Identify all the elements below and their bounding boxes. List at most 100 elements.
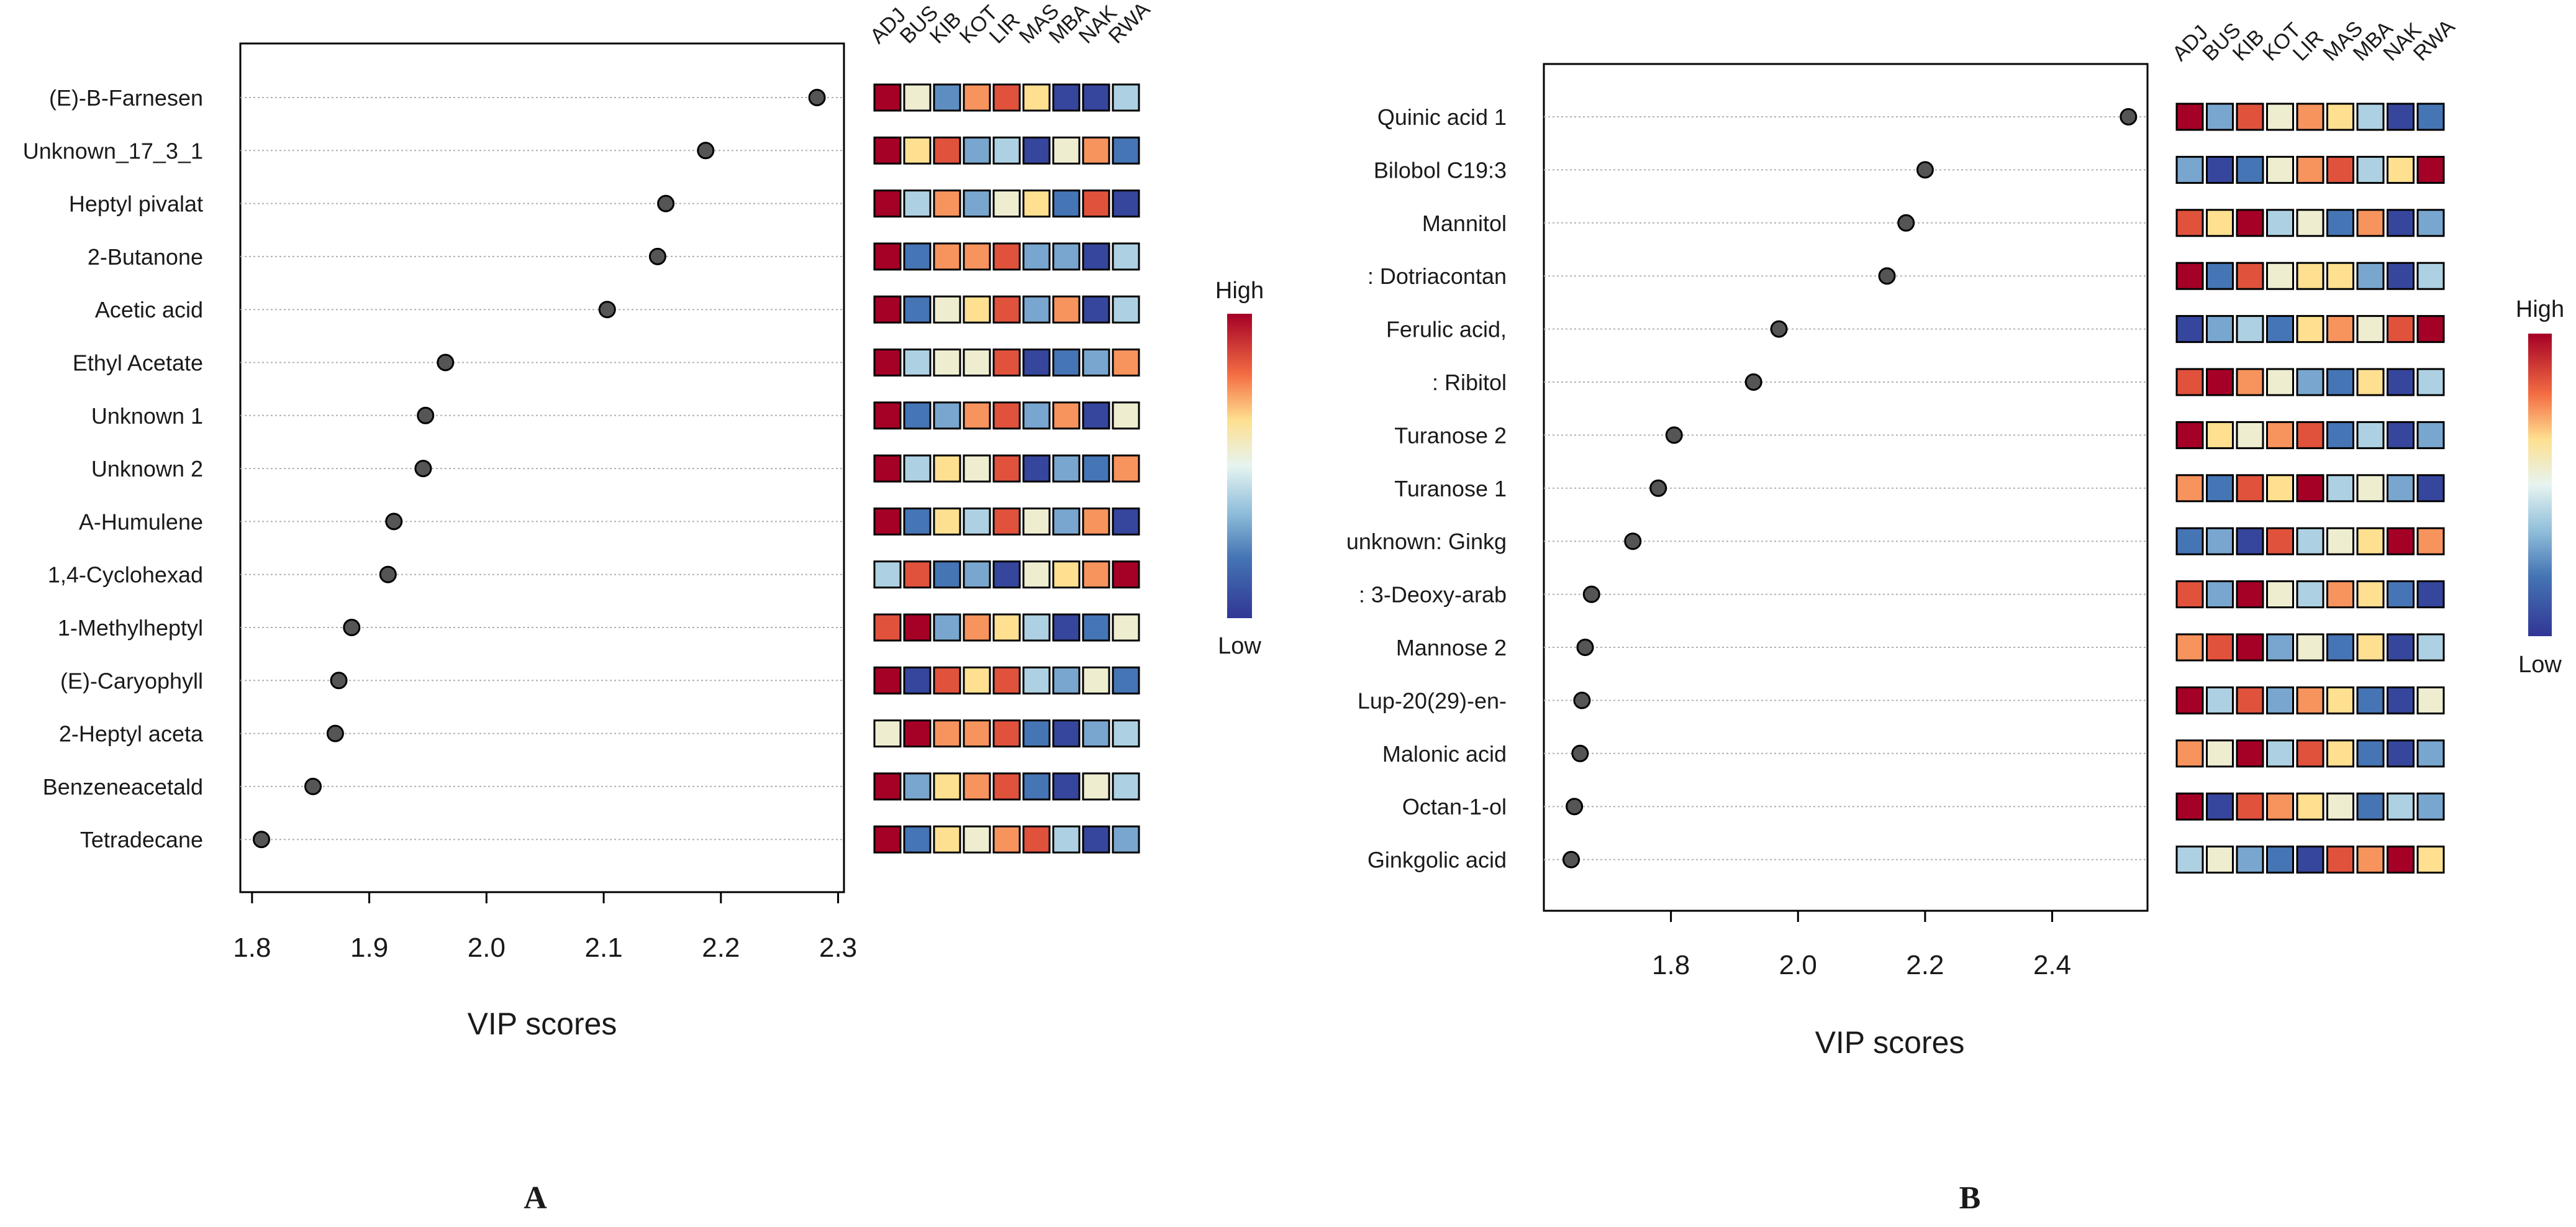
heatmap-cell [1112, 719, 1140, 748]
vip-point [1916, 161, 1934, 179]
panel-a: 1.8 1.9 2.0 2.1 2.2 2.3 (E)-B-Farnesen Unknown… [23, 0, 1264, 1216]
panel-b-points [1562, 108, 2138, 869]
heatmap-cell [1082, 560, 1110, 589]
heatmap-cell [2236, 686, 2264, 714]
heatmap-cell [2387, 209, 2415, 237]
heatmap-cell [2387, 421, 2415, 449]
heatmap-cell [992, 349, 1021, 376]
category-label: Ginkgolic acid [1367, 847, 1507, 873]
heatmap-cell [2356, 474, 2385, 503]
heatmap-cell [2206, 686, 2234, 714]
panel-b-legend-low: Low [2518, 652, 2562, 678]
heatmap-cell [873, 507, 902, 536]
heatmap-cell [992, 295, 1021, 324]
heatmap-cell [963, 136, 991, 165]
heatmap-cell [963, 295, 991, 324]
category-label: 1-Methylheptyl [58, 615, 203, 641]
x-tick-label: 2.4 [2033, 950, 2071, 980]
heatmap-cell [2387, 580, 2415, 609]
heatmap-cell [933, 136, 961, 165]
heatmap-cell [1022, 349, 1051, 376]
heatmap-cell [2266, 580, 2294, 609]
heatmap-column-label: RWA [1104, 0, 1155, 48]
heatmap-cell [2296, 368, 2324, 396]
panel-b-heatmap [2175, 103, 2445, 874]
heatmap-cell [2416, 209, 2445, 237]
heatmap-cell [873, 666, 902, 695]
category-label: Ethyl Acetate [73, 350, 203, 376]
heatmap-cell [2296, 155, 2324, 184]
heatmap-cell [903, 136, 932, 165]
heatmap-cell [933, 825, 961, 854]
category-label: Mannose 2 [1396, 635, 1507, 660]
heatmap-cell [903, 772, 932, 801]
heatmap-cell [2326, 103, 2354, 131]
heatmap-cell [873, 560, 902, 589]
heatmap-cell [2206, 421, 2234, 449]
heatmap-cell [1082, 136, 1110, 165]
heatmap-cell [2236, 315, 2264, 344]
heatmap-cell [1112, 772, 1140, 801]
heatmap-cell [963, 772, 991, 801]
heatmap-cell [1052, 560, 1081, 589]
heatmap-cell [1052, 507, 1081, 536]
vip-point [1897, 214, 1915, 232]
panel-b-xlabel: VIP scores [1815, 1025, 1965, 1060]
heatmap-cell [2266, 368, 2294, 396]
panel-b-x-axis: 1.8 2.0 2.2 2.4 [1652, 911, 2071, 980]
heatmap-cell [2416, 580, 2445, 609]
heatmap-cell [873, 189, 902, 218]
heatmap-cell [933, 401, 961, 430]
panel-b: 1.8 2.0 2.2 2.4 Quinic acid 1 Bilobol C19:3 M… [1346, 15, 2564, 1216]
heatmap-cell [1052, 349, 1081, 376]
heatmap-cell [2206, 209, 2234, 237]
heatmap-cell [2356, 686, 2385, 714]
heatmap-cell [1022, 507, 1051, 536]
heatmap-cell [1112, 825, 1140, 854]
vip-point [343, 619, 361, 636]
heatmap-cell [2175, 792, 2204, 821]
category-label: Benzeneacetald [43, 774, 203, 800]
category-label: Octan-1-ol [1402, 794, 1507, 819]
heatmap-cell [2326, 792, 2354, 821]
heatmap-cell [2266, 846, 2294, 874]
heatmap-cell [2326, 155, 2354, 184]
heatmap-cell [2326, 262, 2354, 290]
heatmap-cell [2356, 209, 2385, 237]
heatmap-cell [2356, 846, 2385, 874]
heatmap-cell [903, 83, 932, 112]
heatmap-cell [1052, 666, 1081, 695]
heatmap-cell [903, 189, 932, 218]
heatmap-cell [2387, 527, 2415, 555]
category-label: Unknown_17_3_1 [23, 138, 203, 163]
heatmap-cell [992, 772, 1021, 801]
vip-point [1562, 851, 1580, 869]
heatmap-cell [933, 772, 961, 801]
vip-point [1573, 691, 1591, 709]
x-tick-label: 2.3 [819, 933, 857, 963]
panel-a-plot-frame [239, 42, 845, 893]
panel-a-points [252, 89, 826, 849]
heatmap-cell [963, 613, 991, 642]
heatmap-cell [2175, 155, 2204, 184]
category-label: Bilobol C19:3 [1374, 157, 1507, 183]
heatmap-cell [873, 83, 902, 112]
heatmap-cell [2326, 474, 2354, 503]
heatmap-cell [963, 189, 991, 218]
heatmap-cell [963, 349, 991, 376]
heatmap-cell [2206, 368, 2234, 396]
heatmap-cell [963, 242, 991, 271]
heatmap-cell [1052, 295, 1081, 324]
vip-point [1624, 532, 1642, 550]
heatmap-cell [2296, 686, 2324, 714]
heatmap-cell [2175, 103, 2204, 131]
heatmap-cell [992, 83, 1021, 112]
panel-a-letter: A [524, 1180, 547, 1216]
heatmap-cell [2416, 846, 2445, 874]
heatmap-cell [2266, 792, 2294, 821]
heatmap-cell [2296, 792, 2324, 821]
heatmap-cell [992, 189, 1021, 218]
heatmap-cell [2206, 315, 2234, 344]
heatmap-cell [2387, 686, 2415, 714]
